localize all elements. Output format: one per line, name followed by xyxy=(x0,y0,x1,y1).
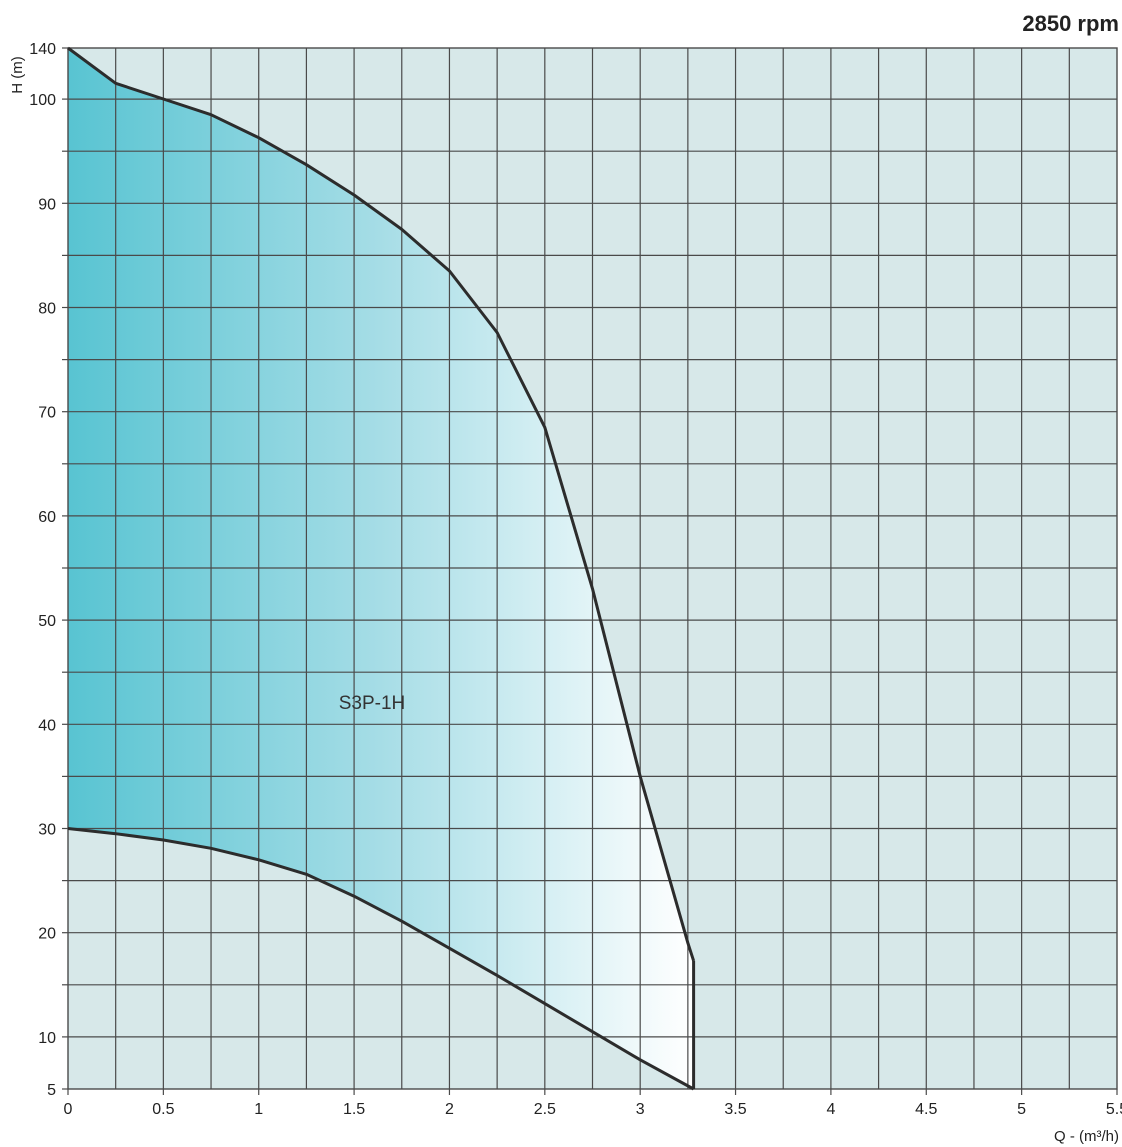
series-label: S3P-1H xyxy=(339,693,406,714)
x-tick-label: 0.5 xyxy=(152,1101,174,1118)
x-tick-label: 2.5 xyxy=(534,1101,556,1118)
y-tick-label: 140 xyxy=(29,41,56,58)
x-tick-label: 3 xyxy=(636,1101,645,1118)
y-tick-label: 50 xyxy=(38,613,56,630)
x-tick-label: 0 xyxy=(64,1101,73,1118)
x-tick-label: 1 xyxy=(254,1101,263,1118)
y-tick-label: 40 xyxy=(38,717,56,734)
series-line-upper-curve xyxy=(67,46,696,962)
x-axis-ticks: 0 0.5 1 1.5 2 2.5 3 3.5 4 4.5 5 5.5 xyxy=(64,1089,1122,1118)
x-tick-label: 2 xyxy=(445,1101,454,1118)
y-tick-label: 100 xyxy=(29,92,56,109)
x-tick-label: 1.5 xyxy=(343,1101,365,1118)
speed-label: 2850 rpm xyxy=(1022,11,1119,36)
y-tick-label: 5 xyxy=(47,1082,56,1099)
y-tick-label: 30 xyxy=(38,822,56,839)
y-tick-label: 90 xyxy=(38,196,56,213)
x-tick-label: 3.5 xyxy=(724,1101,746,1118)
x-tick-label: 5 xyxy=(1017,1101,1026,1118)
y-axis-label: H (m) xyxy=(9,56,26,94)
series-line-lower-curve xyxy=(67,827,695,1091)
y-tick-label: 20 xyxy=(38,926,56,943)
x-tick-label: 4 xyxy=(826,1101,835,1118)
grid xyxy=(68,48,1117,1089)
y-tick-label: 80 xyxy=(38,301,56,318)
y-tick-label: 10 xyxy=(38,1030,56,1047)
y-axis-ticks: 5 10 20 30 40 50 60 70 80 90 100 140 xyxy=(29,41,68,1099)
y-tick-label: 70 xyxy=(38,405,56,422)
x-tick-label: 4.5 xyxy=(915,1101,937,1118)
x-tick-label: 5.5 xyxy=(1106,1101,1122,1118)
x-axis-label: Q - (m³/h) xyxy=(1054,1128,1119,1145)
y-tick-label: 60 xyxy=(38,509,56,526)
